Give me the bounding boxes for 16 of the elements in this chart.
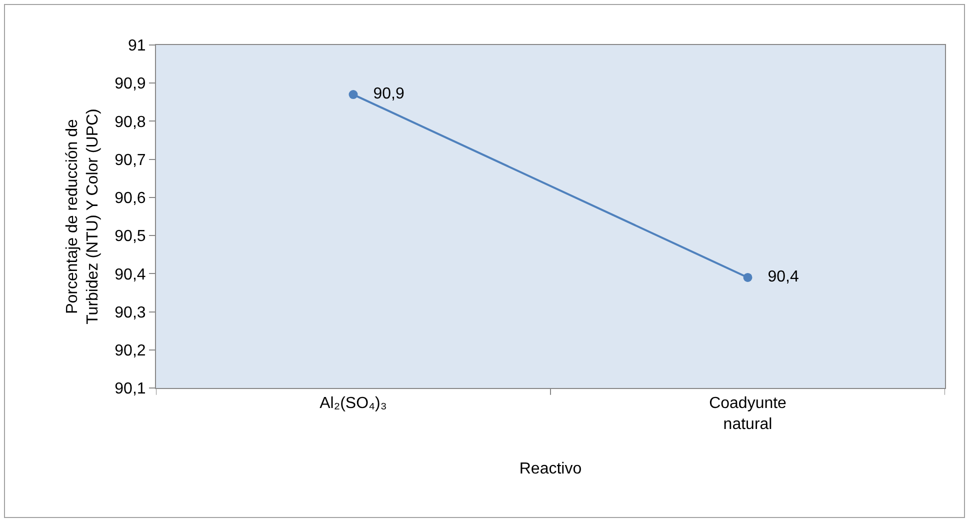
y-tick-label: 90,9 bbox=[114, 76, 146, 93]
y-tick-label: 90,7 bbox=[114, 152, 146, 169]
y-axis-title: Porcentaje de reducción de Turbidez (NTU) Y Color (UPC) bbox=[64, 108, 102, 324]
x-axis-title: Reactivo bbox=[519, 460, 582, 478]
data-label: 90,4 bbox=[754, 268, 799, 286]
y-tick-label: 90,5 bbox=[114, 228, 146, 246]
y-tick-label: 90,8 bbox=[114, 114, 146, 131]
y-tick-label: 90,2 bbox=[114, 342, 146, 360]
y-tick-label: 90,3 bbox=[114, 304, 146, 322]
data-label: 90,9 bbox=[360, 86, 404, 103]
y-tick-label: 90,4 bbox=[114, 266, 146, 284]
y-tick-label: 90,1 bbox=[114, 380, 146, 398]
x-tick-label: Al₂(SO₄)₃ bbox=[320, 395, 387, 412]
x-tick-label: Coadyunte natural bbox=[709, 395, 787, 433]
y-tick-label: 90,6 bbox=[114, 190, 146, 208]
y-tick-label: 91 bbox=[128, 38, 146, 55]
